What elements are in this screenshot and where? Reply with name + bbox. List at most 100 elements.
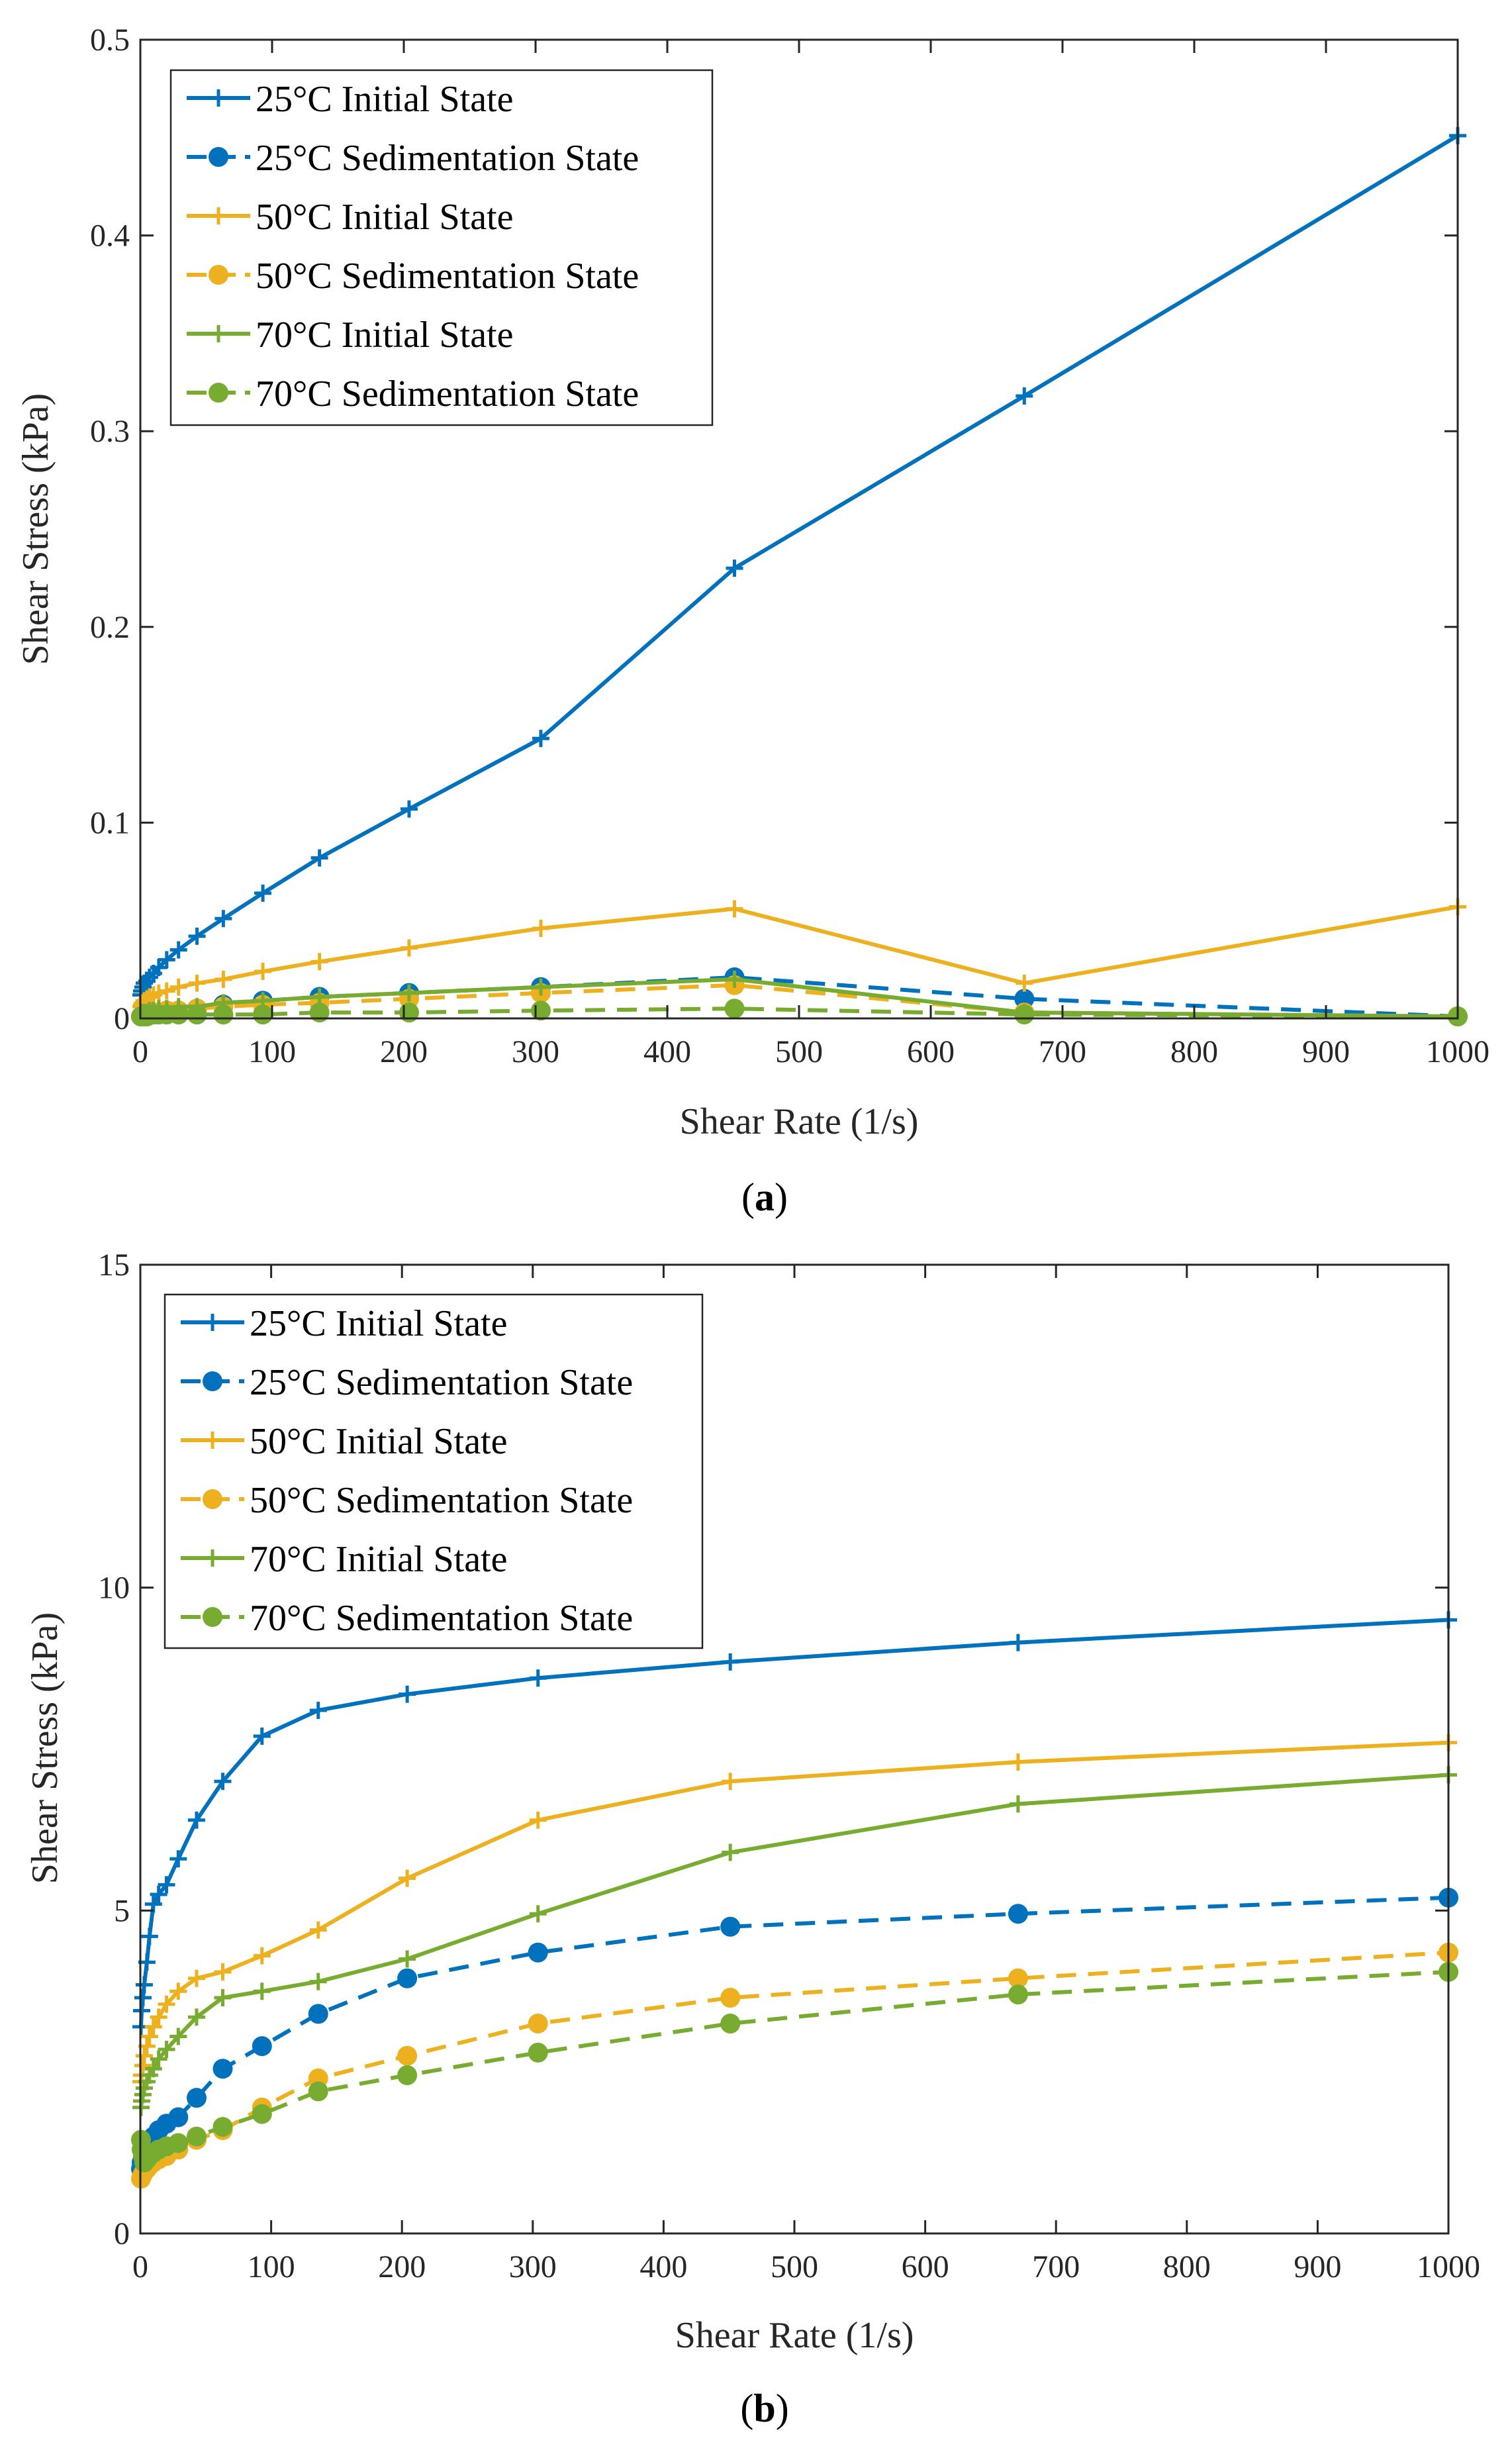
panel-b-data-point [308,2081,328,2102]
panel-b-data-point [187,2008,205,2026]
panel-b-data-point [1008,1984,1028,2005]
panel-a-caption-open-paren: ( [741,1175,755,1219]
panel-a-x-tick-label: 700 [1039,1034,1086,1069]
panel-a-x-tick-label: 900 [1302,1034,1350,1069]
legend-label: 50°C Initial State [256,197,513,238]
panel-a-data-point [532,730,549,748]
panel-b-data-point [168,2133,189,2153]
panel-a-data-point [150,984,167,1002]
panel-b-data-point [720,1988,741,2008]
panel-a-y-tick-label: 0 [114,1001,130,1036]
panel-b-data-point [722,1653,739,1671]
panel-a-caption-close-paren: ) [775,1175,788,1219]
panel-a-data-point [532,920,549,938]
panel-a-x-tick-label: 300 [512,1034,559,1069]
panel-b-data-point [213,2117,233,2137]
panel-b-data-point [187,1811,205,1829]
panel-b-x-axis: 0 100 200 300 400 500 600 700 800 900 1000 [132,1265,1480,2284]
panel-a-data-point [213,1004,234,1025]
legend-label: 25°C Sedimentation State [256,138,639,179]
panel-b-data-point [135,1976,153,1994]
panel-a-data-point [169,978,187,996]
panel-a-data-point [400,800,418,818]
panel-a-data-point [1016,974,1033,992]
panel-b-data-point [1008,1968,1028,1988]
panel-a-data-point [158,951,175,969]
panel-a-data-point [726,560,743,577]
panel-a-series-line-3 [139,905,1458,1008]
panel-a-data-point [140,968,158,986]
panel-b-data-point [528,2014,548,2034]
panel-b-data-point [399,1950,416,1968]
panel-b-data-point [253,1983,271,2000]
legend-label: 70°C Sedimentation State [256,373,639,415]
panel-a-data-point [1014,989,1035,1009]
panel-b-legend-box [164,1293,704,1649]
panel-a-x-tick-label: 500 [775,1034,823,1069]
panel-b-data-point [397,2045,418,2066]
panel-b-data-point [397,2065,418,2086]
panel-b-legend: 25°C Initial State 25°C Sedimentation Sta… [164,1293,704,1649]
panel-b-data-point [140,1928,158,1945]
panel-a-data-point [309,1003,330,1023]
panel-b-data-point [135,2047,153,2065]
panel-b-data-point [308,2004,328,2024]
panel-b-data-point [528,2042,548,2063]
panel-a-data-point [399,1003,419,1023]
panel-a-x-tick-label: 400 [643,1034,691,1069]
panel-b-data-point [187,1969,205,1987]
panel-b-y-tick-label: 0 [114,2216,130,2251]
legend-marker [204,1549,221,1567]
panel-b-data-point [158,2041,175,2059]
panel-b-x-tick-label: 0 [132,2249,148,2284]
panel-b-data-point [169,1850,187,1868]
panel-b-data-point [158,1995,175,2013]
panel-b-series-line-2 [139,1895,1449,2169]
panel-a-caption-letter: a [755,1175,775,1219]
panel-b-data-point [397,1968,418,1988]
panel-a-data-point [400,984,418,1002]
panel-b-x-tick-label: 200 [378,2249,426,2284]
panel-b-data-point [309,1701,327,1719]
panel-b-x-tick-label: 400 [639,2249,687,2284]
legend-marker [209,383,228,403]
panel-a-y-tick-label: 0.1 [90,805,130,840]
panel-a-data-point [254,884,272,902]
panel-a-plot-area [130,126,1468,1027]
legend-label: 50°C Sedimentation State [256,256,639,297]
legend-marker [203,1489,222,1509]
legend-marker [204,1432,221,1449]
panel-b-data-point [186,2126,207,2147]
panel-a-y-tick-label: 0.2 [90,610,130,645]
legend-marker [210,89,227,107]
panel-a-x-tick-label: 600 [907,1034,955,1069]
panel-b-data-point [186,2088,207,2108]
panel-a-data-point [253,1004,273,1025]
panel-b-data-point [169,1983,187,2000]
panel-a-data-point [726,970,743,988]
panel-b-series-line-4 [139,1950,1449,2180]
panel-b-legend-items: 25°C Initial State 25°C Sedimentation Sta… [181,1303,633,1639]
panel-a-x-tick-label: 800 [1170,1034,1218,1069]
panel-b-data-point [214,1963,232,1981]
panel-b-y-tick-label: 10 [98,1571,130,1606]
panel-a-x-axis-label: Shear Rate (1/s) [680,1101,919,1142]
panel-b-y-axis: 0 5 10 15 [98,1248,1448,2251]
panel-a-x-tick-label: 1000 [1426,1034,1489,1069]
panel-a-data-point [1016,387,1033,405]
panel-b-y-tick-label: 5 [114,1893,130,1928]
panel-b-data-point [1009,1753,1027,1771]
panel-b-data-point [1009,1634,1027,1651]
panel-a-data-point [400,939,418,957]
legend-label: 50°C Sedimentation State [250,1480,633,1521]
panel-a-data-point [1014,1004,1035,1025]
panel-a-chart: 0 100 200 300 400 500 600 700 800 900 1000 0 0.1 0.2… [15,23,1489,1219]
panel-b-data-point [252,2104,272,2124]
legend-marker [209,147,228,167]
panel-b-data-point [144,2060,162,2078]
panel-a-data-point [310,849,328,867]
legend-label: 70°C Initial State [250,1539,507,1580]
panel-b-data-point [253,1727,271,1745]
panel-a-y-tick-label: 0.5 [90,23,130,58]
